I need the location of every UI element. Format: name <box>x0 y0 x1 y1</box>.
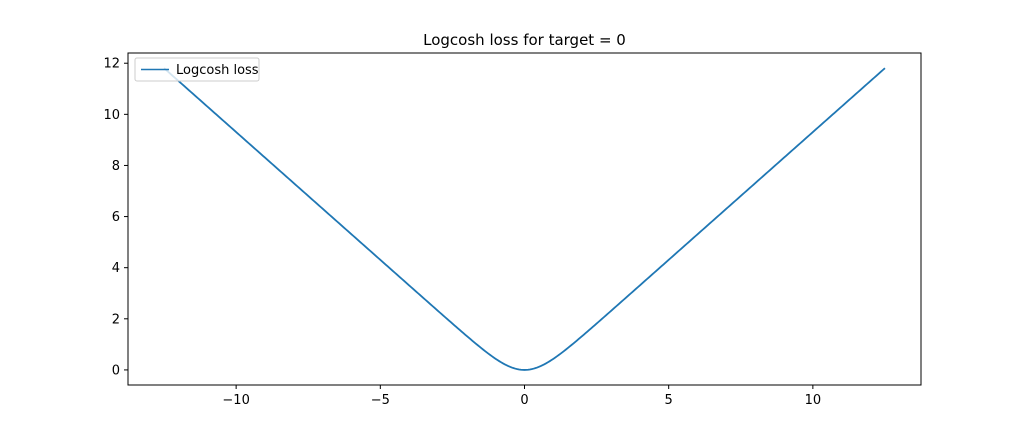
axes: −10 −5 0 5 10 0 2 4 6 8 10 12 <box>103 52 922 408</box>
y-tick-label: 2 <box>112 312 120 327</box>
series-line-0 <box>163 67 886 371</box>
y-tick-label: 4 <box>112 261 120 276</box>
plot-frame <box>127 52 922 386</box>
legend: Logcosh loss <box>134 57 260 82</box>
plot-area <box>163 67 886 371</box>
x-tick-label: 0 <box>520 393 528 408</box>
y-tick-label: 12 <box>103 57 120 72</box>
legend-label: Logcosh loss <box>176 63 259 78</box>
y-tick-label: 8 <box>112 159 120 174</box>
x-tick-label: −10 <box>222 393 249 408</box>
x-tick-label: −5 <box>371 393 390 408</box>
y-tick-label: 10 <box>103 108 120 123</box>
x-tick-label: 10 <box>805 393 822 408</box>
y-tick-label: 0 <box>112 363 120 378</box>
x-tick-label: 5 <box>665 393 673 408</box>
y-tick-label: 6 <box>112 210 120 225</box>
legend-box <box>134 57 260 82</box>
chart-title: Logcosh loss for target = 0 <box>423 31 626 49</box>
